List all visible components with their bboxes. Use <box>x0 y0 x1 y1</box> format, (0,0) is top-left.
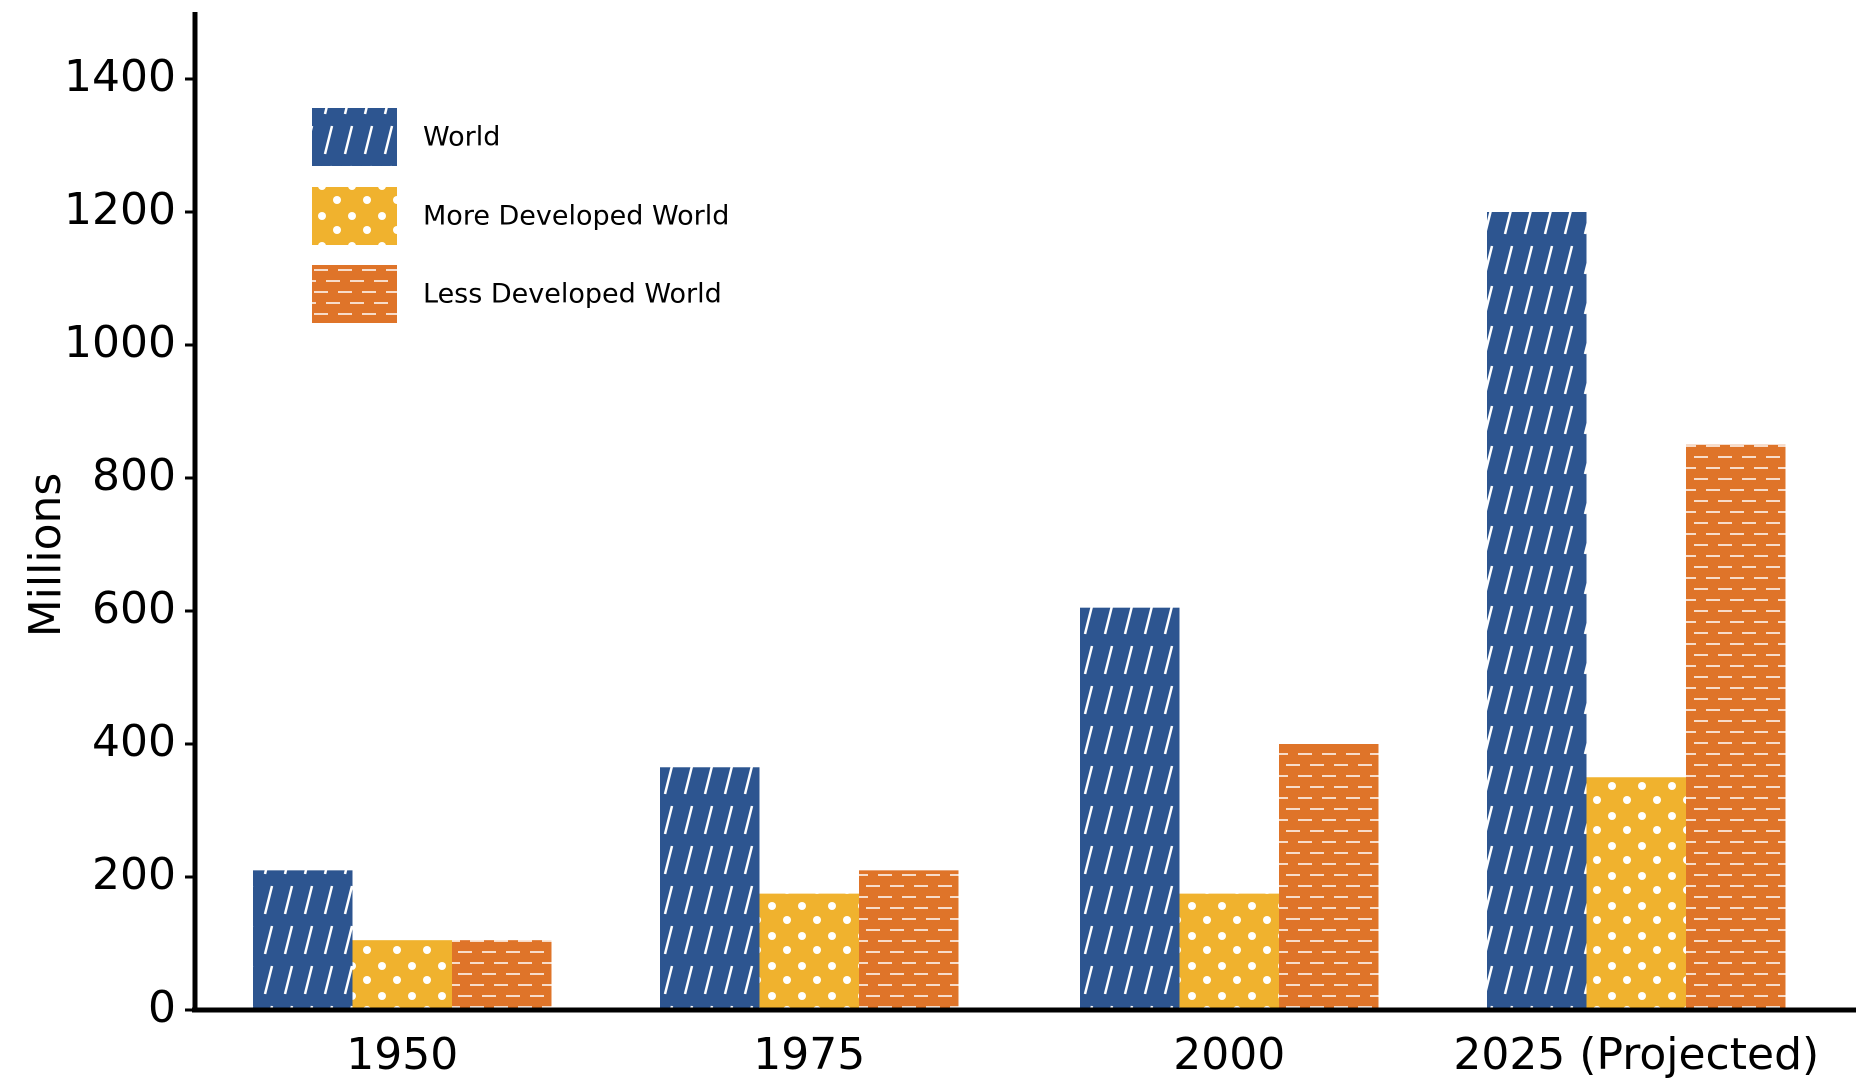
legend-swatch-more-developed-world <box>312 187 397 245</box>
bar-less-developed-world-1975 <box>859 870 959 1010</box>
legend: World More Developed World Less Developed … <box>312 108 729 323</box>
bar-more-developed-world-1950 <box>352 940 452 1010</box>
y-tick-label-200: 200 <box>92 849 176 900</box>
bars-layer <box>253 212 1786 1010</box>
x-category-label-2025-projected: 2025 (Projected) <box>1453 1029 1819 1079</box>
bar-world-1975 <box>660 767 760 1010</box>
y-ticks-layer: 0 200 400 600 800 1000 1200 1400 <box>64 51 195 1033</box>
bar-less-developed-world-1950 <box>452 940 552 1010</box>
y-tick-label-1200: 1200 <box>64 184 176 235</box>
bar-world-2025-projected <box>1487 212 1587 1010</box>
y-tick-label-0: 0 <box>148 982 176 1033</box>
legend-swatch-world <box>312 108 397 166</box>
legend-swatch-less-developed-world <box>312 265 397 323</box>
legend-label-more-developed-world: More Developed World <box>423 201 729 232</box>
x-category-label-1950: 1950 <box>346 1029 458 1079</box>
y-tick-label-1400: 1400 <box>64 51 176 102</box>
x-category-label-2000: 2000 <box>1173 1029 1285 1079</box>
y-tick-label-400: 400 <box>92 716 176 767</box>
bar-more-developed-world-2000 <box>1179 893 1279 1010</box>
y-axis-title: Millions <box>20 473 71 638</box>
legend-label-less-developed-world: Less Developed World <box>423 279 722 310</box>
y-tick-label-800: 800 <box>92 450 176 501</box>
bar-less-developed-world-2000 <box>1279 744 1379 1010</box>
bar-more-developed-world-2025-projected <box>1586 777 1686 1010</box>
y-tick-label-1000: 1000 <box>64 317 176 368</box>
x-category-label-1975: 1975 <box>753 1029 865 1079</box>
y-tick-label-600: 600 <box>92 583 176 634</box>
bar-more-developed-world-1975 <box>759 893 859 1010</box>
legend-label-world: World <box>423 122 500 153</box>
x-categories-layer: 1950 1975 2000 2025 (Projected) <box>346 1029 1819 1079</box>
bar-world-2000 <box>1080 607 1180 1010</box>
bar-world-1950 <box>253 870 353 1010</box>
bar-less-developed-world-2025-projected <box>1686 444 1786 1010</box>
